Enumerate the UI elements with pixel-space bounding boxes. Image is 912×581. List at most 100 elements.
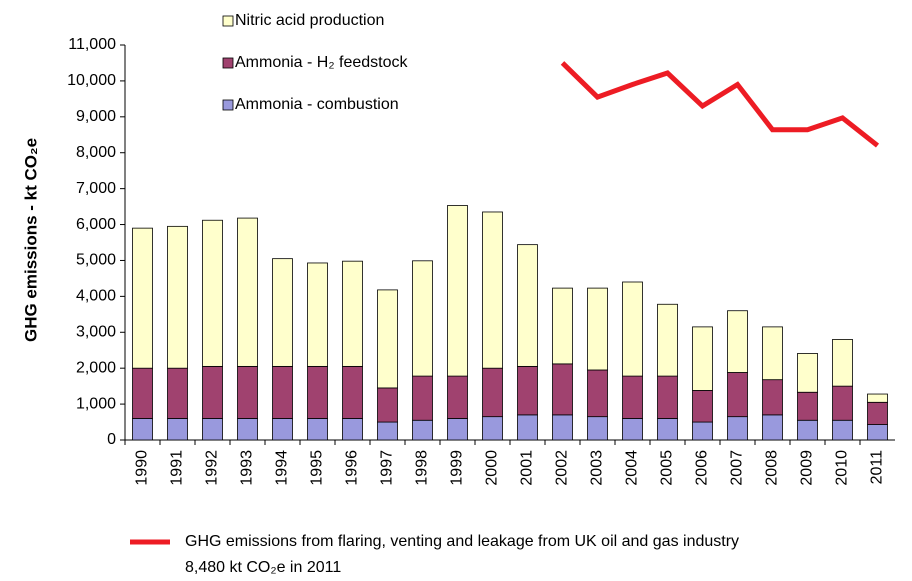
x-tick-label: 1993 — [239, 450, 256, 486]
x-tick-label: 1996 — [344, 450, 361, 486]
bar-segment — [412, 375, 433, 421]
bar-segment — [342, 365, 363, 419]
bar-segment — [307, 262, 328, 367]
x-tick-label: 2011 — [869, 450, 886, 485]
bar-segment — [727, 310, 748, 373]
bar-segment — [762, 326, 783, 381]
bar-segment — [412, 260, 433, 377]
y-tick-label: 9,000 — [76, 108, 116, 125]
x-tick-label: 1992 — [204, 450, 221, 486]
x-tick-label: 2002 — [554, 450, 571, 486]
bar-segment — [447, 375, 468, 419]
bar-segment — [132, 367, 153, 419]
bar-segment — [622, 418, 643, 441]
x-tick-label: 1998 — [414, 450, 431, 486]
bar-segment — [867, 393, 888, 403]
y-tick-label: 3,000 — [76, 323, 116, 340]
bar-segment — [622, 281, 643, 377]
legend-swatch — [222, 99, 234, 111]
bar-segment — [552, 414, 573, 441]
bar-segment — [832, 339, 853, 387]
x-tick-label: 1991 — [169, 450, 186, 486]
x-tick-label: 1997 — [379, 450, 396, 486]
bar-segment — [867, 401, 888, 425]
bar-segment — [377, 387, 398, 423]
bar-segment — [832, 385, 853, 421]
bar-segment — [482, 416, 503, 441]
bar-segment — [307, 418, 328, 441]
y-tick-label: 5,000 — [76, 252, 116, 269]
x-tick-label: 2007 — [729, 450, 746, 486]
bar-segment — [412, 419, 433, 441]
line — [560, 61, 880, 148]
x-tick-label: 2009 — [799, 450, 816, 486]
bar-segment — [237, 365, 258, 419]
y-tick-label: 2,000 — [76, 359, 116, 376]
x-tick-label: 1995 — [309, 450, 326, 486]
bar-segment — [517, 244, 538, 367]
y-tick-label: 6,000 — [76, 216, 116, 233]
bar-segment — [202, 219, 223, 367]
x-tick-label: 2005 — [659, 450, 676, 486]
bar-segment — [867, 424, 888, 441]
bar-segment — [587, 416, 608, 441]
x-tick-label: 1994 — [274, 450, 291, 486]
bar-segment — [272, 418, 293, 441]
legend-label: Ammonia - combustion — [235, 96, 399, 113]
bar-segment — [342, 260, 363, 367]
bar-segment — [447, 205, 468, 377]
y-tick-label: 11,000 — [68, 36, 116, 53]
bar-segment — [307, 365, 328, 419]
x-tick-label: 2004 — [624, 450, 641, 486]
bar-segment — [517, 414, 538, 441]
bar-segment — [132, 418, 153, 441]
bar-segment — [552, 363, 573, 416]
legend-swatch — [222, 57, 234, 69]
bar-segment — [517, 365, 538, 416]
bar-segment — [272, 365, 293, 419]
legend-label: Nitric acid production — [235, 12, 384, 29]
bar-segment — [272, 258, 293, 367]
bar-segment — [657, 418, 678, 441]
x-tick-label: 2003 — [589, 450, 606, 486]
x-tick-label: 2006 — [694, 450, 711, 486]
bar-segment — [132, 227, 153, 369]
bar-segment — [762, 379, 783, 416]
bar-segment — [727, 416, 748, 441]
legend-label: Ammonia - H₂ feedstock — [235, 54, 408, 71]
y-tick-label: 4,000 — [76, 288, 116, 305]
x-tick-label: 1999 — [449, 450, 466, 486]
legend-swatch — [222, 15, 234, 27]
bar-segment — [797, 353, 818, 393]
bar-segment — [762, 414, 783, 441]
bar-segment — [167, 225, 188, 369]
legend-label: GHG emissions from flaring, venting and … — [185, 533, 739, 550]
x-tick-label: 2010 — [834, 450, 851, 486]
bar-segment — [692, 421, 713, 441]
bar-segment — [377, 289, 398, 389]
bar-segment — [587, 369, 608, 418]
annotation: 8,480 kt CO₂e in 2011 — [185, 559, 341, 576]
bar-segment — [797, 391, 818, 421]
y-tick-label: 8,000 — [76, 144, 116, 161]
y-tick-label: 1,000 — [76, 395, 116, 412]
y-tick-label: 10,000 — [67, 72, 116, 89]
bar-segment — [202, 418, 223, 441]
bar-segment — [167, 367, 188, 419]
x-tick-label: 1990 — [134, 450, 151, 486]
bar-segment — [832, 419, 853, 441]
bar-segment — [692, 390, 713, 423]
bar-segment — [622, 375, 643, 419]
x-tick-label: 2000 — [484, 450, 501, 486]
bar-segment — [482, 211, 503, 369]
y-axis-label: GHG emissions - kt CO₂e — [21, 138, 40, 342]
bar-segment — [237, 217, 258, 367]
bar-segment — [482, 367, 503, 418]
x-tick-label: 2008 — [764, 450, 781, 486]
bar-segment — [342, 418, 363, 441]
y-tick-label: 7,000 — [76, 180, 116, 197]
bar-segment — [657, 375, 678, 419]
bar-segment — [657, 303, 678, 377]
x-tick-label: 2001 — [519, 450, 536, 486]
